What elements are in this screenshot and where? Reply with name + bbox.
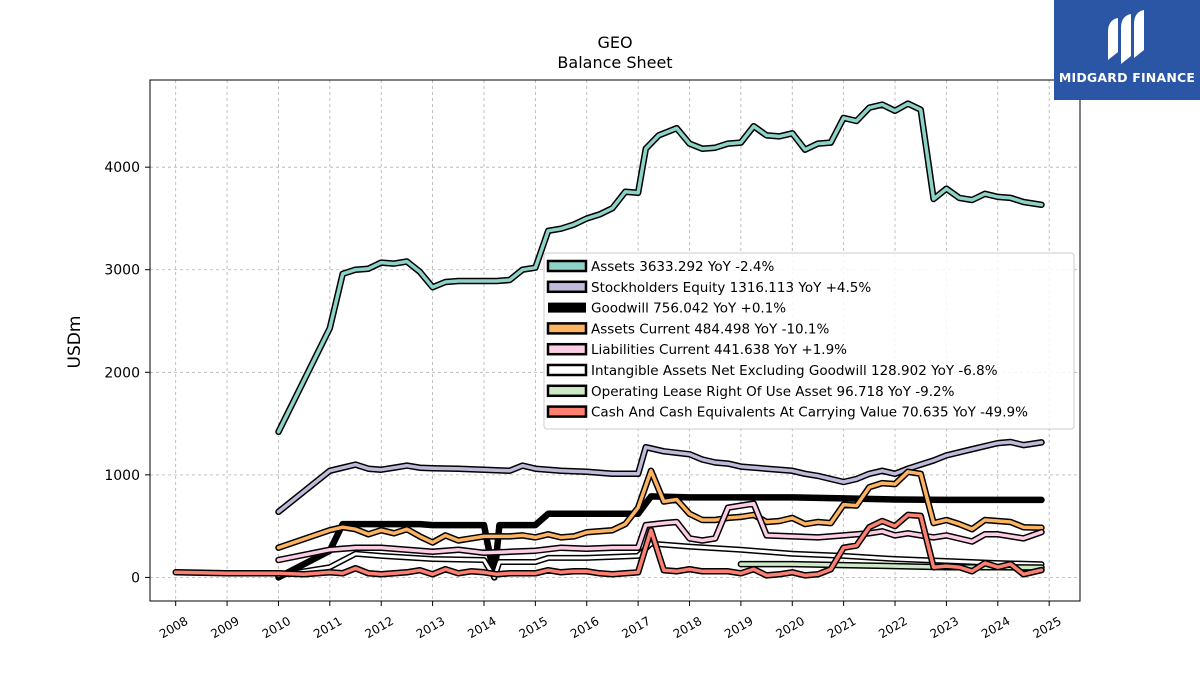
brand-name: MIDGARD FINANCE — [1058, 70, 1196, 85]
series-stroke — [276, 469, 1044, 550]
legend-box — [543, 252, 1075, 430]
y-tick-label: 0 — [131, 570, 140, 586]
x-tick-label: 2022 — [876, 614, 909, 641]
series-line-5 — [275, 500, 1045, 564]
legend-swatch — [546, 384, 588, 398]
legend: Assets 3633.292 YoY -2.4% Stockholders Eq… — [543, 252, 1075, 430]
chart-subtitle: Balance Sheet — [557, 53, 672, 72]
x-tick-label: 2021 — [825, 614, 858, 641]
legend-item: Assets 3633.292 YoY -2.4% — [546, 259, 775, 275]
x-tick-label: 2017 — [619, 614, 652, 641]
legend-label: Stockholders Equity 1316.113 YoY +4.5% — [591, 280, 871, 296]
x-tick-label: 2008 — [157, 614, 190, 641]
chart-title: GEO — [597, 33, 632, 52]
legend-swatch — [546, 259, 588, 273]
legend-swatch — [546, 405, 588, 418]
y-tick-label: 3000 — [104, 263, 140, 279]
y-axis-ticks: 0 1000 2000 3000 4000 — [104, 160, 150, 586]
midgard-finance-logo: MIDGARD FINANCE — [1054, 0, 1200, 100]
x-tick-label: 2019 — [722, 614, 755, 641]
legend-label: Assets Current 484.498 YoY -10.1% — [591, 321, 830, 337]
series-stroke — [276, 440, 1044, 514]
legend-item: Assets Current 484.498 YoY -10.1% — [546, 321, 830, 337]
legend-label: Assets 3633.292 YoY -2.4% — [591, 259, 775, 275]
plot-frame — [149, 79, 1081, 602]
legend-item: Stockholders Equity 1316.113 YoY +4.5% — [546, 280, 871, 296]
x-tick-label: 2012 — [362, 614, 395, 641]
series-stroke — [277, 542, 1043, 579]
series-line-1 — [275, 100, 1045, 436]
x-tick-label: 2025 — [1030, 614, 1063, 641]
legend-label: Cash And Cash Equivalents At Carrying Va… — [591, 405, 1028, 421]
legend-swatch — [546, 342, 588, 356]
legend-label: Liabilities Current 441.638 YoY +1.9% — [591, 342, 847, 358]
legend-label: Intangible Assets Net Excluding Goodwill… — [591, 363, 998, 379]
legend-label: Goodwill 756.042 YoY +0.1% — [591, 301, 786, 317]
legend-swatch — [546, 322, 588, 335]
x-tick-label: 2020 — [774, 614, 807, 641]
x-tick-label: 2024 — [979, 614, 1012, 641]
x-axis-ticks: 2008 2009 2010 2011 2012 2013 2014 2015 2016 2017… — [157, 601, 1064, 641]
x-tick-label: 2018 — [671, 614, 704, 641]
y-tick-label: 1000 — [104, 468, 140, 484]
series-line-2 — [275, 438, 1045, 516]
series-line-8 — [172, 511, 1045, 579]
x-tick-label: 2009 — [208, 614, 241, 641]
y-tick-label: 2000 — [104, 365, 140, 381]
legend-item: Goodwill 756.042 YoY +0.1% — [548, 301, 786, 317]
series-line-6 — [275, 540, 1045, 581]
x-tick-label: 2010 — [260, 614, 293, 641]
series-stroke — [173, 513, 1044, 578]
legend-swatch — [548, 302, 586, 313]
x-tick-label: 2016 — [568, 614, 601, 641]
legend-swatch — [546, 363, 588, 377]
series-line-4 — [275, 467, 1045, 551]
legend-item: Liabilities Current 441.638 YoY +1.9% — [546, 342, 847, 358]
legend-item: Operating Lease Right Of Use Asset 96.71… — [546, 384, 955, 400]
y-axis-label: USDm — [65, 316, 85, 369]
series-stroke — [276, 101, 1044, 434]
x-tick-label: 2023 — [928, 614, 961, 641]
logo-mark-icon — [1108, 10, 1144, 64]
series-stroke — [276, 501, 1044, 562]
x-tick-label: 2013 — [414, 614, 447, 641]
legend-label: Operating Lease Right Of Use Asset 96.71… — [591, 384, 955, 400]
legend-swatch — [546, 280, 588, 294]
legend-item: Intangible Assets Net Excluding Goodwill… — [546, 363, 998, 379]
y-tick-label: 4000 — [104, 160, 140, 176]
x-tick-label: 2015 — [517, 614, 550, 641]
legend-item: Cash And Cash Equivalents At Carrying Va… — [546, 405, 1028, 421]
series-lines — [172, 100, 1045, 581]
x-tick-label: 2011 — [311, 614, 344, 641]
x-tick-label: 2014 — [465, 614, 498, 641]
